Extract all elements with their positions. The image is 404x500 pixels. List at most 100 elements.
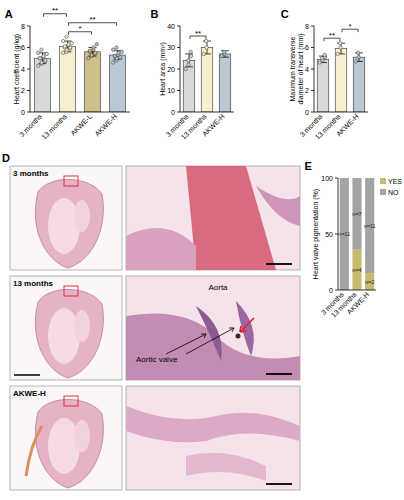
data-point — [336, 52, 339, 55]
y-tick-label: 4 — [305, 66, 309, 73]
data-point — [40, 61, 43, 64]
y-tick-label: 0 — [329, 287, 333, 294]
bar — [201, 48, 213, 113]
x-axis — [314, 112, 368, 113]
data-point — [38, 57, 41, 60]
heart-section — [35, 289, 103, 378]
y-tick-label: 6 — [305, 44, 309, 51]
y-tick-label: 0 — [171, 109, 175, 116]
heart-chamber — [74, 420, 90, 452]
x-tick-label: 13 months — [40, 112, 68, 140]
y-tick — [311, 47, 314, 48]
image-frame — [126, 276, 300, 380]
chart-E: 050100Heart valve pigmentation (%)E3 mon… — [304, 160, 402, 319]
scale-bar — [266, 483, 292, 485]
data-point — [357, 55, 360, 58]
image-frame — [126, 386, 300, 490]
tissue — [126, 228, 196, 270]
scale-bar — [266, 373, 292, 375]
y-tick — [177, 112, 180, 113]
data-point — [40, 48, 43, 51]
bar — [85, 52, 101, 112]
data-point — [339, 42, 342, 45]
data-point — [95, 43, 98, 46]
data-point — [65, 35, 68, 38]
x-axis — [180, 112, 234, 113]
y-axis-title: Heart coefficient (g/kg) — [13, 34, 21, 104]
bar — [110, 55, 126, 112]
heart-chamber — [48, 418, 80, 474]
zoom-box — [64, 286, 78, 296]
data-point — [115, 46, 118, 49]
heart-section — [35, 399, 103, 488]
row-label: AKWE-H — [13, 389, 46, 398]
bar — [219, 54, 231, 112]
y-tick — [335, 290, 338, 291]
segment-label: n=7 — [352, 211, 361, 217]
panel-label: C — [281, 8, 289, 20]
x-axis — [30, 112, 130, 113]
data-point — [187, 63, 190, 66]
data-point — [339, 46, 342, 49]
y-axis-title: diameter of heart (mm) — [297, 33, 305, 104]
bar — [183, 60, 195, 112]
bar — [35, 58, 51, 112]
x-tick-label: AKWE-L — [69, 113, 93, 137]
image-frame — [10, 276, 122, 380]
data-point — [113, 54, 116, 57]
y-tick — [177, 26, 180, 27]
data-point — [357, 51, 360, 54]
data-point — [189, 54, 192, 57]
data-point — [184, 67, 187, 70]
bar-segment — [352, 250, 361, 290]
panel-label: B — [151, 8, 159, 20]
valve — [196, 306, 222, 361]
data-point — [112, 48, 115, 51]
data-point — [92, 46, 95, 49]
y-tick-label: 6 — [21, 44, 25, 51]
x-tick-label: 3 months — [18, 112, 44, 138]
data-point — [323, 53, 326, 56]
significance-label: ** — [329, 31, 335, 40]
tissue — [256, 186, 300, 226]
data-point — [67, 43, 70, 46]
y-tick — [27, 47, 30, 48]
bar — [335, 49, 347, 112]
heart-chamber — [48, 198, 80, 254]
y-tick-label: 8 — [305, 23, 309, 30]
error-bar — [203, 41, 211, 54]
y-tick-label: 2 — [305, 87, 309, 94]
histology-panel: D3 months13 monthsAortaAortic valveAKWE-… — [2, 152, 300, 490]
arrow — [186, 328, 234, 354]
y-tick-label: 20 — [167, 66, 175, 73]
y-tick-label: 40 — [167, 23, 175, 30]
tissue — [186, 453, 266, 481]
bar — [353, 57, 365, 112]
data-point — [44, 59, 47, 62]
arrow — [166, 334, 206, 354]
data-point — [42, 54, 45, 57]
bar-segment — [352, 178, 361, 250]
y-tick-label: 10 — [167, 87, 175, 94]
bar — [60, 46, 76, 112]
data-point — [189, 50, 192, 53]
y-tick-label: 30 — [167, 44, 175, 51]
significance-label: ** — [195, 29, 201, 38]
y-tick — [177, 90, 180, 91]
data-point — [90, 53, 93, 56]
bar — [317, 59, 329, 112]
data-point — [354, 60, 357, 63]
y-tick-label: 0 — [21, 109, 25, 116]
data-point — [87, 57, 90, 60]
data-point — [62, 39, 65, 42]
y-tick — [177, 47, 180, 48]
x-tick-label: AKWE-H — [93, 113, 118, 138]
blood — [186, 166, 276, 270]
heart-chamber — [74, 310, 90, 342]
segment-label: n=4 — [352, 267, 361, 273]
data-point — [37, 51, 40, 54]
data-point — [63, 45, 66, 48]
y-tick-label: 50 — [325, 231, 333, 238]
marks — [317, 42, 365, 113]
data-point — [94, 51, 97, 54]
